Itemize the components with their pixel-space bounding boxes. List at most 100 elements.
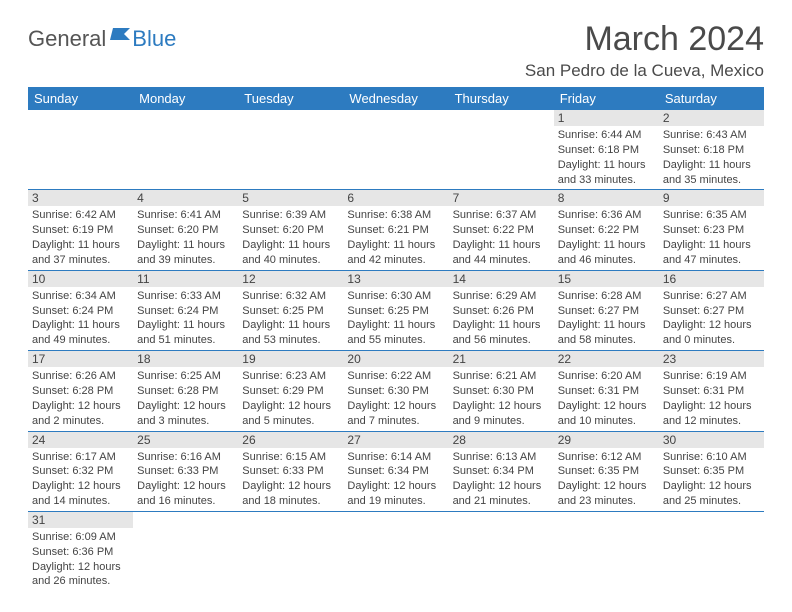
day-details: Sunrise: 6:38 AMSunset: 6:21 PMDaylight:… <box>343 206 448 269</box>
calendar-row: 10Sunrise: 6:34 AMSunset: 6:24 PMDayligh… <box>28 270 764 350</box>
daylight-text: Daylight: 12 hours <box>663 399 760 414</box>
day-details: Sunrise: 6:27 AMSunset: 6:27 PMDaylight:… <box>659 287 764 350</box>
calendar-cell: 3Sunrise: 6:42 AMSunset: 6:19 PMDaylight… <box>28 190 133 270</box>
sunset-text: Sunset: 6:21 PM <box>347 223 444 238</box>
daylight-text: Daylight: 11 hours <box>242 238 339 253</box>
daylight-text: Daylight: 11 hours <box>453 318 550 333</box>
logo-text-blue: Blue <box>132 26 176 52</box>
sunrise-text: Sunrise: 6:14 AM <box>347 450 444 465</box>
sunrise-text: Sunrise: 6:34 AM <box>32 289 129 304</box>
sunset-text: Sunset: 6:24 PM <box>32 304 129 319</box>
day-details: Sunrise: 6:36 AMSunset: 6:22 PMDaylight:… <box>554 206 659 269</box>
calendar-cell <box>238 110 343 190</box>
day-details: Sunrise: 6:44 AMSunset: 6:18 PMDaylight:… <box>554 126 659 189</box>
daylight-text: and 14 minutes. <box>32 494 129 509</box>
calendar-row: 24Sunrise: 6:17 AMSunset: 6:32 PMDayligh… <box>28 431 764 511</box>
daylight-text: and 35 minutes. <box>663 173 760 188</box>
sunrise-text: Sunrise: 6:35 AM <box>663 208 760 223</box>
sunset-text: Sunset: 6:27 PM <box>663 304 760 319</box>
sunrise-text: Sunrise: 6:29 AM <box>453 289 550 304</box>
daylight-text: and 55 minutes. <box>347 333 444 348</box>
daylight-text: Daylight: 12 hours <box>137 479 234 494</box>
calendar-cell: 17Sunrise: 6:26 AMSunset: 6:28 PMDayligh… <box>28 351 133 431</box>
calendar-cell: 29Sunrise: 6:12 AMSunset: 6:35 PMDayligh… <box>554 431 659 511</box>
daylight-text: and 0 minutes. <box>663 333 760 348</box>
daylight-text: and 46 minutes. <box>558 253 655 268</box>
sunrise-text: Sunrise: 6:16 AM <box>137 450 234 465</box>
day-details: Sunrise: 6:10 AMSunset: 6:35 PMDaylight:… <box>659 448 764 511</box>
day-details: Sunrise: 6:41 AMSunset: 6:20 PMDaylight:… <box>133 206 238 269</box>
sunrise-text: Sunrise: 6:30 AM <box>347 289 444 304</box>
sunset-text: Sunset: 6:25 PM <box>347 304 444 319</box>
sunrise-text: Sunrise: 6:27 AM <box>663 289 760 304</box>
calendar-cell: 25Sunrise: 6:16 AMSunset: 6:33 PMDayligh… <box>133 431 238 511</box>
daylight-text: Daylight: 12 hours <box>32 479 129 494</box>
day-number: 23 <box>659 351 764 367</box>
daylight-text: and 23 minutes. <box>558 494 655 509</box>
sunrise-text: Sunrise: 6:19 AM <box>663 369 760 384</box>
day-details: Sunrise: 6:22 AMSunset: 6:30 PMDaylight:… <box>343 367 448 430</box>
day-details: Sunrise: 6:12 AMSunset: 6:35 PMDaylight:… <box>554 448 659 511</box>
sunset-text: Sunset: 6:34 PM <box>453 464 550 479</box>
daylight-text: and 10 minutes. <box>558 414 655 429</box>
day-number: 19 <box>238 351 343 367</box>
day-details: Sunrise: 6:37 AMSunset: 6:22 PMDaylight:… <box>449 206 554 269</box>
day-details: Sunrise: 6:42 AMSunset: 6:19 PMDaylight:… <box>28 206 133 269</box>
logo-text-general: General <box>28 26 106 52</box>
daylight-text: and 42 minutes. <box>347 253 444 268</box>
weekday-thu: Thursday <box>449 87 554 110</box>
daylight-text: Daylight: 12 hours <box>453 479 550 494</box>
sunrise-text: Sunrise: 6:12 AM <box>558 450 655 465</box>
day-number: 30 <box>659 432 764 448</box>
sunset-text: Sunset: 6:34 PM <box>347 464 444 479</box>
calendar-cell: 1Sunrise: 6:44 AMSunset: 6:18 PMDaylight… <box>554 110 659 190</box>
sunset-text: Sunset: 6:28 PM <box>32 384 129 399</box>
sunset-text: Sunset: 6:18 PM <box>663 143 760 158</box>
day-number: 29 <box>554 432 659 448</box>
sunrise-text: Sunrise: 6:22 AM <box>347 369 444 384</box>
day-details: Sunrise: 6:34 AMSunset: 6:24 PMDaylight:… <box>28 287 133 350</box>
daylight-text: and 47 minutes. <box>663 253 760 268</box>
calendar-cell: 31Sunrise: 6:09 AMSunset: 6:36 PMDayligh… <box>28 511 133 591</box>
sunrise-text: Sunrise: 6:28 AM <box>558 289 655 304</box>
calendar-cell: 30Sunrise: 6:10 AMSunset: 6:35 PMDayligh… <box>659 431 764 511</box>
daylight-text: Daylight: 12 hours <box>663 318 760 333</box>
calendar-cell: 13Sunrise: 6:30 AMSunset: 6:25 PMDayligh… <box>343 270 448 350</box>
day-number: 6 <box>343 190 448 206</box>
calendar-cell: 14Sunrise: 6:29 AMSunset: 6:26 PMDayligh… <box>449 270 554 350</box>
sunset-text: Sunset: 6:33 PM <box>242 464 339 479</box>
calendar-cell: 4Sunrise: 6:41 AMSunset: 6:20 PMDaylight… <box>133 190 238 270</box>
sunset-text: Sunset: 6:27 PM <box>558 304 655 319</box>
day-number: 24 <box>28 432 133 448</box>
sunset-text: Sunset: 6:30 PM <box>453 384 550 399</box>
day-number: 13 <box>343 271 448 287</box>
sunset-text: Sunset: 6:24 PM <box>137 304 234 319</box>
calendar-cell: 12Sunrise: 6:32 AMSunset: 6:25 PMDayligh… <box>238 270 343 350</box>
daylight-text: Daylight: 11 hours <box>347 238 444 253</box>
calendar-row: 3Sunrise: 6:42 AMSunset: 6:19 PMDaylight… <box>28 190 764 270</box>
day-number: 27 <box>343 432 448 448</box>
weekday-header: Sunday Monday Tuesday Wednesday Thursday… <box>28 87 764 110</box>
daylight-text: and 18 minutes. <box>242 494 339 509</box>
daylight-text: Daylight: 11 hours <box>32 238 129 253</box>
day-number: 4 <box>133 190 238 206</box>
day-details: Sunrise: 6:33 AMSunset: 6:24 PMDaylight:… <box>133 287 238 350</box>
calendar-cell <box>238 511 343 591</box>
day-number: 15 <box>554 271 659 287</box>
calendar-row: 17Sunrise: 6:26 AMSunset: 6:28 PMDayligh… <box>28 351 764 431</box>
daylight-text: Daylight: 12 hours <box>558 399 655 414</box>
weekday-sun: Sunday <box>28 87 133 110</box>
sunrise-text: Sunrise: 6:38 AM <box>347 208 444 223</box>
daylight-text: and 26 minutes. <box>32 574 129 589</box>
sunset-text: Sunset: 6:18 PM <box>558 143 655 158</box>
calendar-cell <box>133 110 238 190</box>
day-number: 1 <box>554 110 659 126</box>
day-details: Sunrise: 6:21 AMSunset: 6:30 PMDaylight:… <box>449 367 554 430</box>
sunrise-text: Sunrise: 6:13 AM <box>453 450 550 465</box>
day-details: Sunrise: 6:30 AMSunset: 6:25 PMDaylight:… <box>343 287 448 350</box>
daylight-text: and 39 minutes. <box>137 253 234 268</box>
daylight-text: and 49 minutes. <box>32 333 129 348</box>
daylight-text: Daylight: 11 hours <box>558 318 655 333</box>
calendar-cell: 21Sunrise: 6:21 AMSunset: 6:30 PMDayligh… <box>449 351 554 431</box>
day-details: Sunrise: 6:14 AMSunset: 6:34 PMDaylight:… <box>343 448 448 511</box>
